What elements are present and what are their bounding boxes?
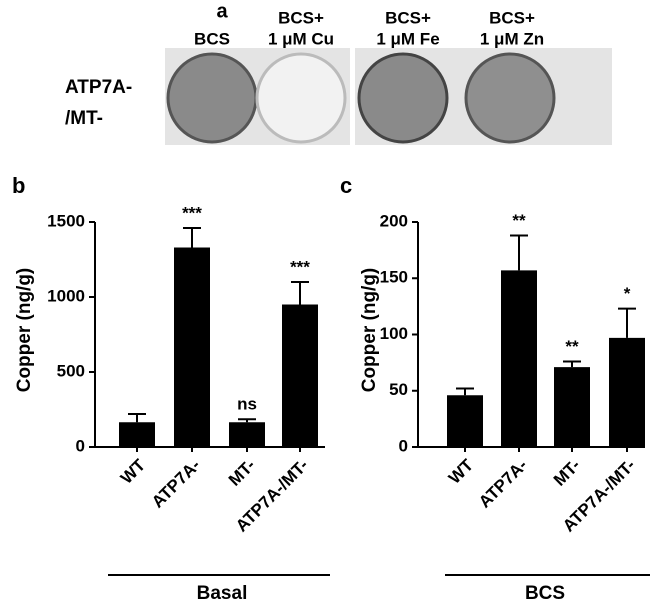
y-tick-label: 0 xyxy=(76,436,85,455)
significance-label: * xyxy=(624,284,631,303)
y-tick-label: 0 xyxy=(399,436,408,455)
panel-label: a xyxy=(216,0,228,22)
y-tick-label: 100 xyxy=(380,324,408,343)
bar xyxy=(609,337,645,447)
row-label: /MT- xyxy=(65,108,103,129)
y-tick-label: 200 xyxy=(380,211,408,230)
bar xyxy=(447,395,483,447)
y-tick-label: 1000 xyxy=(47,286,85,305)
plate-photo xyxy=(165,48,612,145)
x-tick-label: WT xyxy=(117,455,150,488)
y-tick-label: 50 xyxy=(389,380,408,399)
significance-label: *** xyxy=(290,257,310,276)
bar xyxy=(554,367,590,447)
bar xyxy=(229,422,265,447)
significance-label: ** xyxy=(565,337,579,356)
y-tick-label: 150 xyxy=(380,268,408,287)
column-label: BCS xyxy=(194,29,230,48)
plate-colonies xyxy=(464,52,556,144)
column-label: 1 μM Fe xyxy=(376,29,439,48)
panel-label: c xyxy=(340,173,352,198)
x-tick-label: WT xyxy=(445,455,478,488)
x-tick-label: MT- xyxy=(550,456,584,490)
column-label: BCS+ xyxy=(489,8,535,27)
x-tick-label: ATP7A- xyxy=(475,456,531,512)
group-label: Basal xyxy=(197,583,248,604)
column-label: BCS+ xyxy=(385,8,431,27)
x-tick-label: ATP7A- xyxy=(148,456,204,512)
bar xyxy=(282,304,318,447)
column-label: BCS+ xyxy=(278,8,324,27)
column-label: 1 μM Cu xyxy=(268,29,334,48)
y-axis-label: Copper (ng/g) xyxy=(14,268,35,393)
column-label: 1 μM Zn xyxy=(480,29,544,48)
y-axis-label: Copper (ng/g) xyxy=(359,268,380,393)
plate-colonies xyxy=(166,52,258,144)
bar xyxy=(174,247,210,447)
group-label: BCS xyxy=(525,583,565,604)
plate-empty xyxy=(255,52,347,144)
bar xyxy=(119,422,155,447)
y-tick-label: 1500 xyxy=(47,211,85,230)
plate-colonies xyxy=(357,52,449,144)
significance-label: *** xyxy=(182,203,202,222)
panel-label: b xyxy=(12,173,25,198)
significance-label: ns xyxy=(237,395,257,414)
significance-label: ** xyxy=(512,211,526,230)
row-label: ATP7A- xyxy=(65,77,132,98)
bar xyxy=(501,270,537,447)
y-tick-label: 500 xyxy=(57,361,85,380)
x-tick-label: MT- xyxy=(225,456,259,490)
